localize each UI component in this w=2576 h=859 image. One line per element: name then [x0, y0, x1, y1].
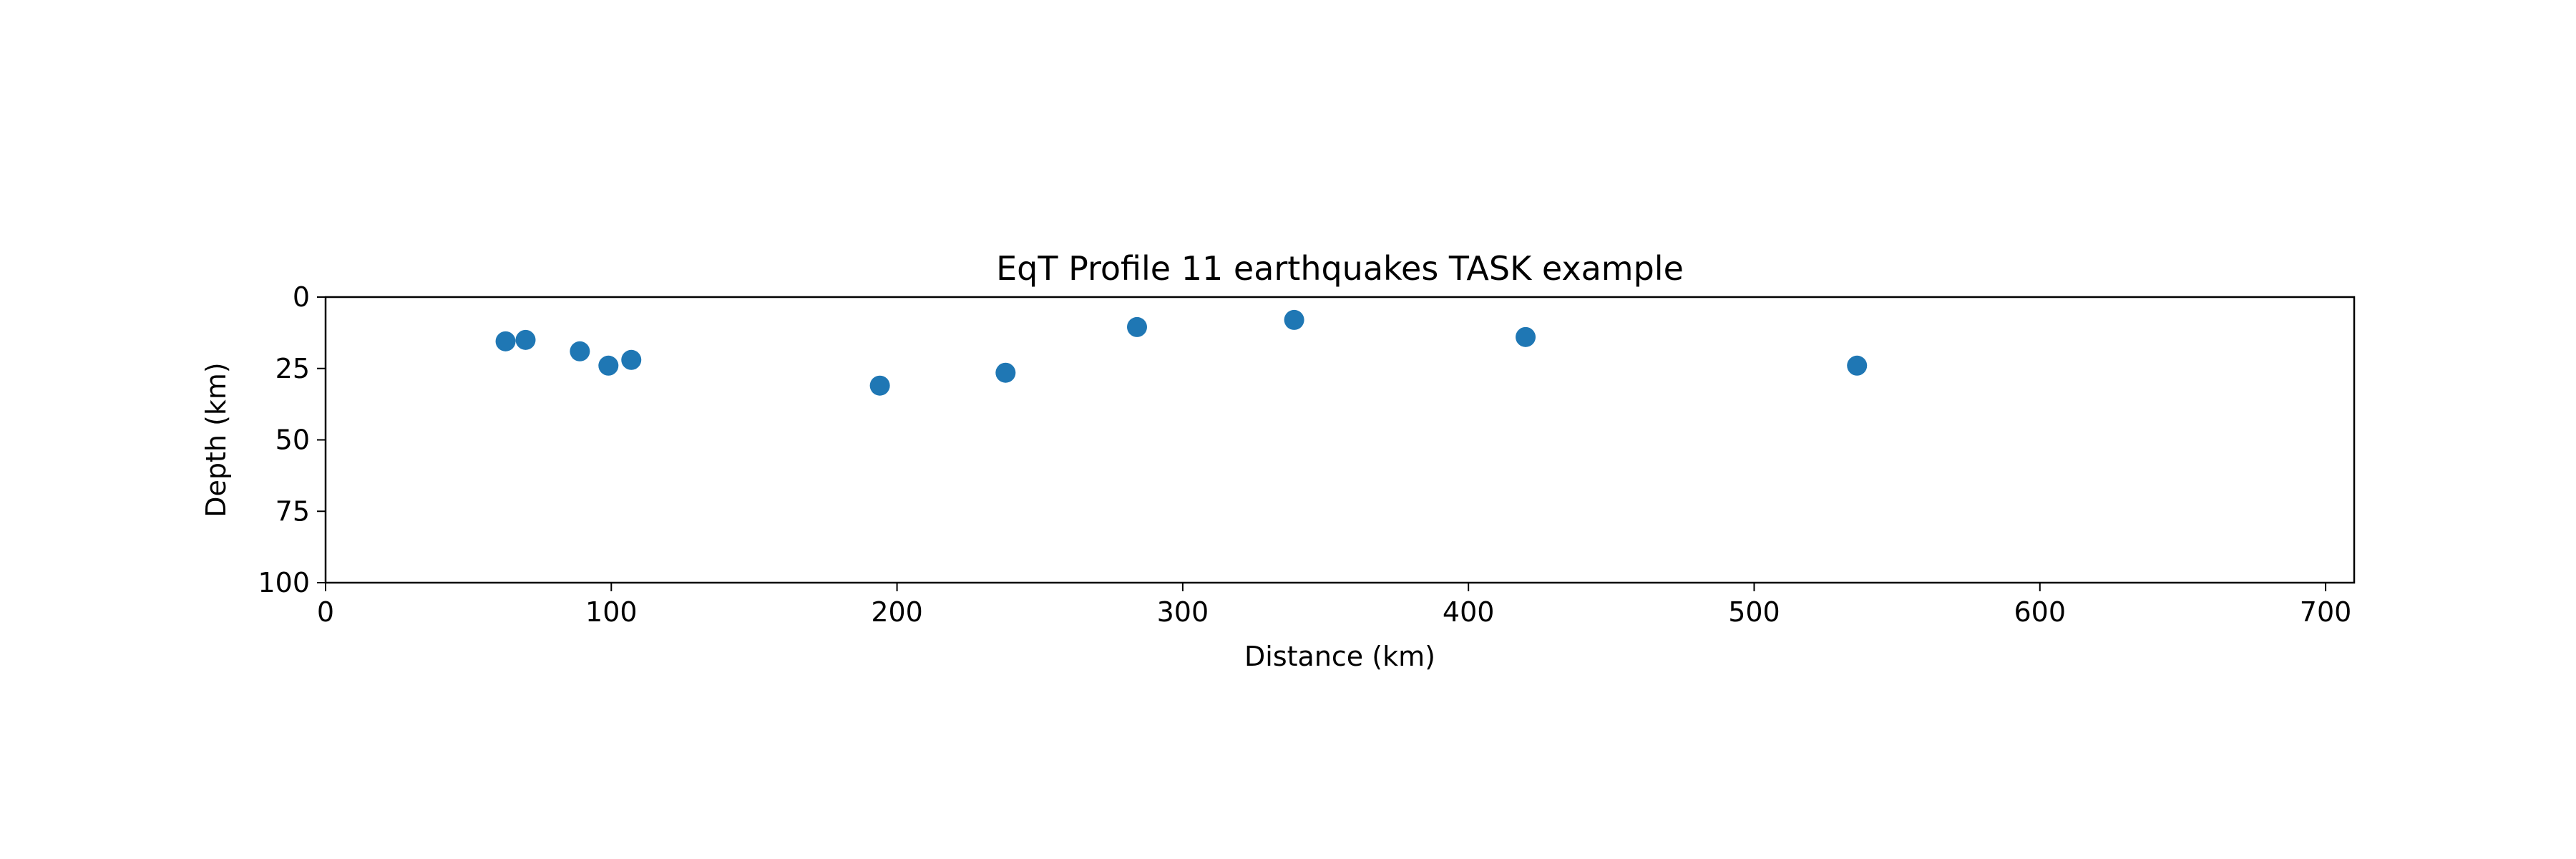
x-tick-label: 500	[1728, 596, 1780, 628]
x-tick-label: 700	[2300, 596, 2352, 628]
points-layer	[495, 309, 1868, 396]
y-tick-label: 50	[275, 424, 310, 456]
y-axis-title: Depth (km)	[200, 362, 232, 518]
data-point	[1516, 326, 1536, 347]
data-point	[495, 331, 516, 351]
y-tick-label: 75	[275, 495, 310, 527]
data-point	[515, 329, 536, 350]
y-axis-ticks: 0 25 50 75 100	[258, 281, 326, 598]
chart-title: EqT Profile 11 earthquakes TASK example	[996, 249, 1684, 288]
x-tick-label: 200	[871, 596, 923, 628]
x-tick-label: 600	[2014, 596, 2067, 628]
x-axis-ticks: 0 100 200 300 400 500 600 700	[317, 583, 2351, 628]
x-tick-label: 400	[1443, 596, 1495, 628]
x-axis-title: Distance (km)	[1244, 641, 1435, 672]
data-point	[995, 362, 1016, 383]
data-point	[570, 341, 590, 361]
x-tick-label: 100	[585, 596, 638, 628]
data-point	[869, 375, 890, 396]
data-point	[1127, 316, 1147, 337]
y-tick-label: 0	[293, 281, 310, 313]
x-tick-label: 0	[317, 596, 334, 628]
y-tick-label: 100	[258, 567, 310, 598]
plot-frame	[324, 296, 2356, 584]
x-tick-label: 300	[1157, 596, 1209, 628]
data-point	[1847, 355, 1868, 376]
data-point	[621, 349, 642, 370]
y-tick-label: 25	[275, 353, 310, 384]
data-point	[1284, 309, 1304, 330]
data-point	[598, 355, 619, 376]
